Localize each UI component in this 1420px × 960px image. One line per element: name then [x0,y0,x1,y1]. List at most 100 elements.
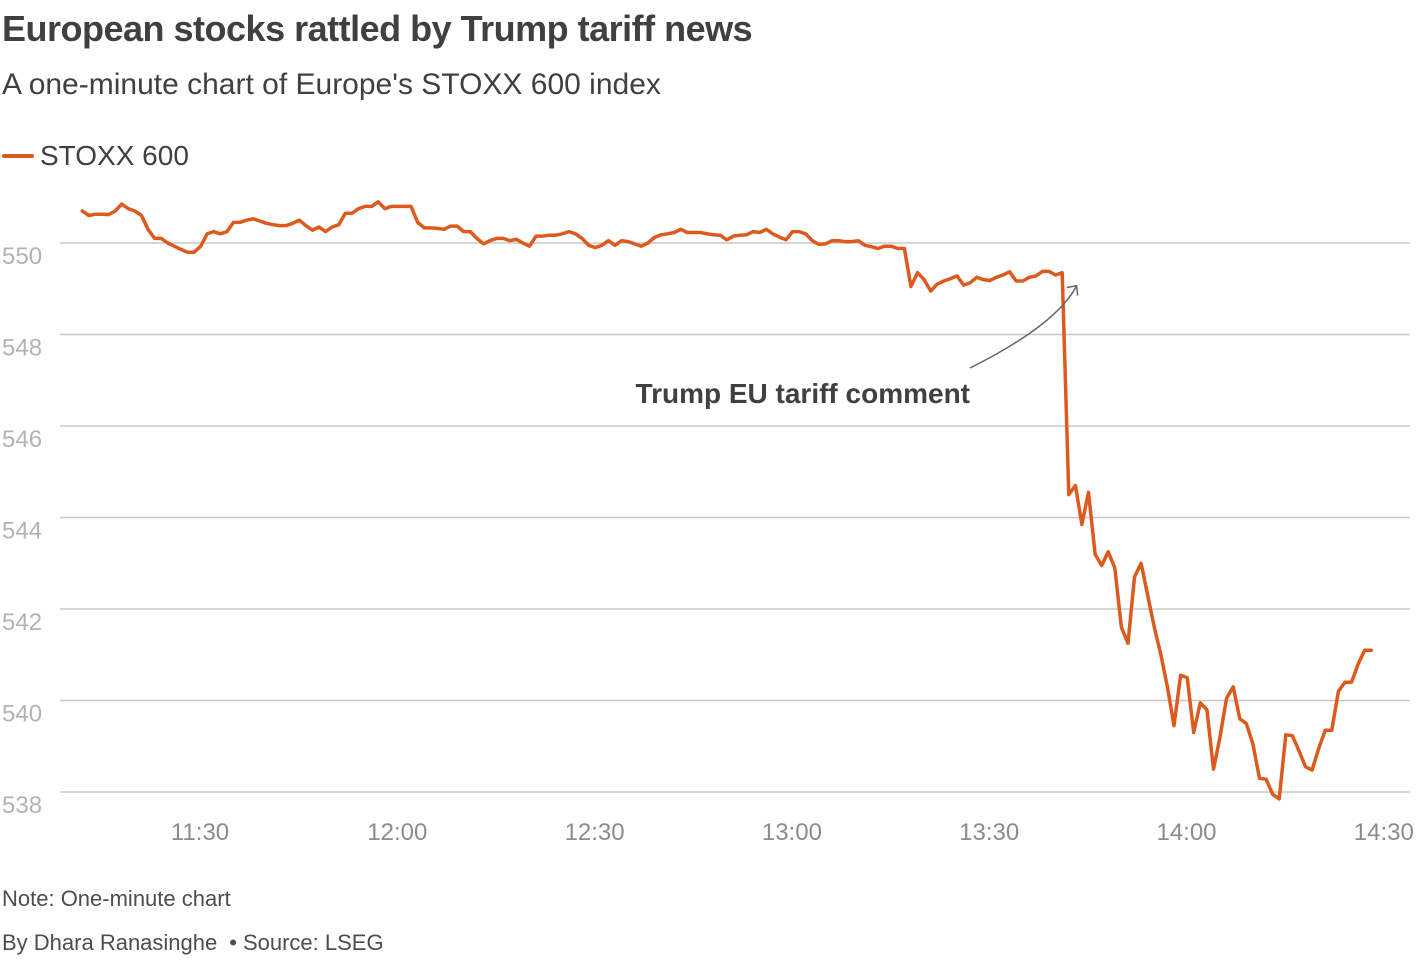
data-point [173,245,176,248]
data-point [429,226,432,229]
data-point [462,230,465,233]
annotation-label: Trump EU tariff comment [636,378,970,409]
x-tick-label-1200: 12:00 [367,819,427,846]
data-point [1324,729,1327,732]
data-point [811,239,814,242]
data-point [541,235,544,238]
data-point [226,230,229,233]
data-point [252,217,255,220]
data-point [706,232,709,235]
annotation-arrowhead [1066,284,1079,296]
data-point [1133,576,1136,579]
data-point [909,285,912,288]
data-point [107,213,110,216]
y-tick-label-538: 538 [2,792,42,819]
chart-title: European stocks rattled by Trump tariff … [2,8,753,49]
data-point [1258,777,1261,780]
data-point [844,240,847,243]
data-point [1054,274,1057,277]
data-point [265,222,268,225]
data-point [824,242,827,245]
data-point [232,221,235,224]
data-point [660,233,663,236]
y-tick-label-544: 544 [2,518,42,545]
data-point [732,235,735,238]
data-point [936,283,939,286]
data-point [561,232,564,235]
data-point [1311,769,1314,772]
data-point [403,205,406,208]
data-point [101,213,104,216]
data-point [692,231,695,234]
data-point [390,205,393,208]
data-point [673,231,676,234]
data-point [337,223,340,226]
data-point [785,238,788,241]
data-point [791,230,794,233]
chart-subtitle: A one-minute chart of Europe's STOXX 600… [2,68,661,101]
data-point [1166,685,1169,688]
data-point [1067,493,1070,496]
data-point [206,232,209,235]
footer-byline-row: By Dhara Ranasinghe • Source: LSEG [2,930,384,956]
data-point [489,239,492,242]
data-point [837,239,840,242]
data-point [239,221,242,224]
data-point [87,214,90,217]
data-point [475,237,478,240]
data-point [627,240,630,243]
data-point [1265,778,1268,781]
data-point [666,232,669,235]
data-point [377,200,380,203]
y-axis-labels: 550 548 546 544 542 540 538 [2,243,42,819]
data-point [1370,649,1373,652]
data-point [1048,270,1051,273]
data-point [199,245,202,248]
data-point [278,224,281,227]
data-point [1192,731,1195,734]
data-point [258,220,261,223]
data-point [758,231,761,234]
data-point [719,234,722,237]
data-point [449,225,452,228]
data-point [456,225,459,228]
data-point [147,228,150,231]
data-point [272,223,275,226]
data-point [831,239,834,242]
data-point [1153,626,1156,629]
data-point [890,245,893,248]
data-point [1357,662,1360,665]
series-line-stoxx-600 [80,200,1374,801]
data-point [699,231,702,234]
bullet-separator: • [229,930,237,955]
data-point [620,239,623,242]
data-point [1298,749,1301,752]
data-point [1015,280,1018,283]
data-point [114,210,117,213]
data-point [1330,729,1333,732]
data-point [357,207,360,210]
data-point [245,219,248,222]
data-point [1107,550,1110,553]
data-point [1186,676,1189,679]
data-point [956,274,959,277]
data-point [1245,722,1248,725]
data-point [324,230,327,233]
data-point [186,251,189,254]
data-point [607,239,610,242]
data-point [1337,690,1340,693]
data-point [364,205,367,208]
line-chart: 550 548 546 544 542 540 538 11:30 12:00 12:30 13:… [2,200,1414,846]
grid-layer [60,242,1410,793]
data-point [1094,553,1097,556]
data-point [949,277,952,280]
data-point [383,207,386,210]
data-point [298,219,301,222]
data-point [1146,594,1149,597]
data-point [94,213,97,216]
data-point [521,242,524,245]
data-point [153,237,156,240]
data-point [1225,697,1228,700]
data-point [133,210,136,213]
data-point [443,228,446,231]
